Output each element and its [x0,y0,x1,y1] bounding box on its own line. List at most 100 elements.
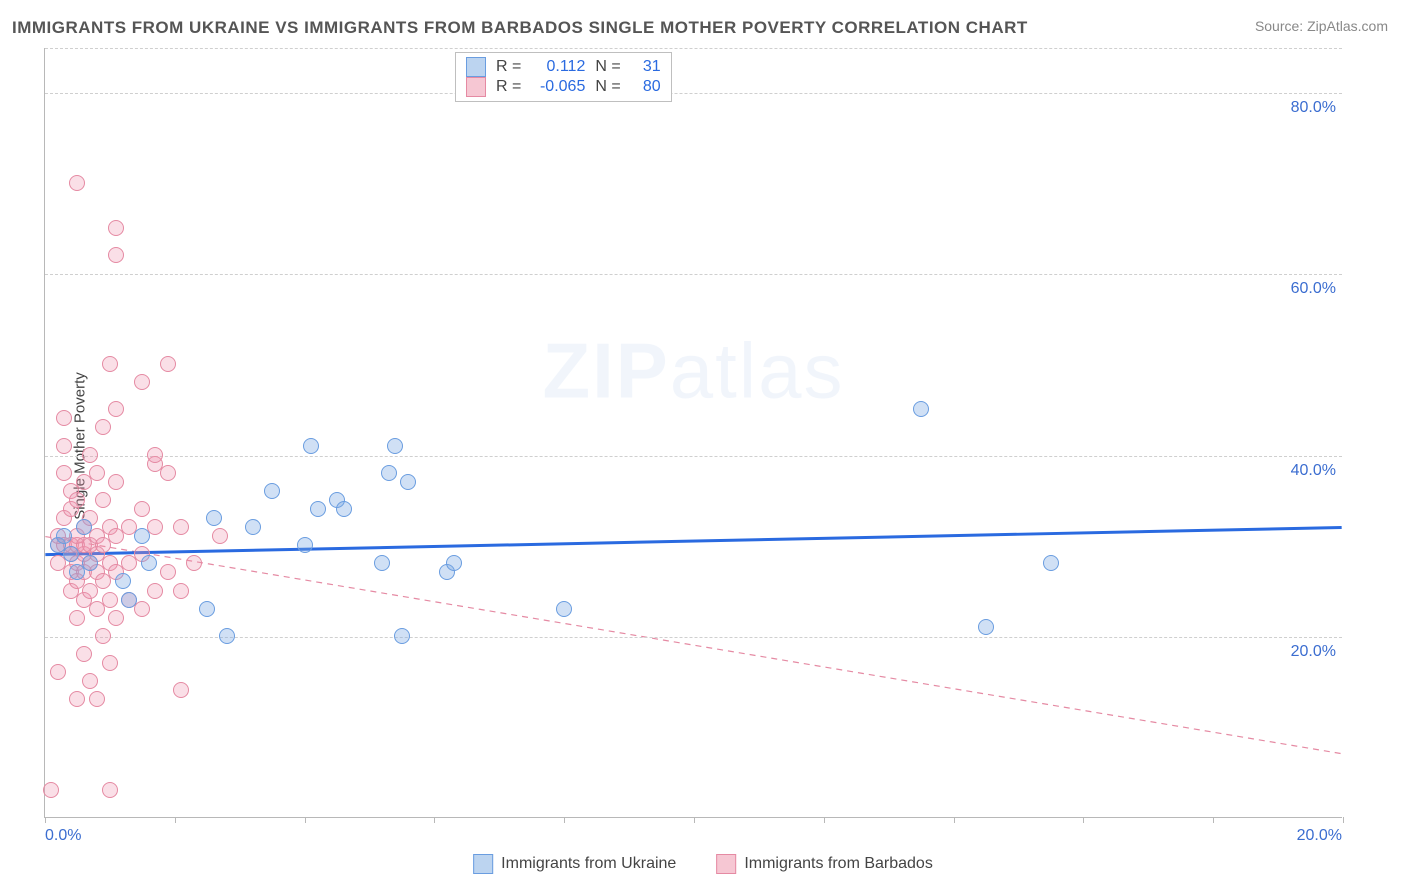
chart-root: IMMIGRANTS FROM UKRAINE VS IMMIGRANTS FR… [0,0,1406,892]
series-legend-label: Immigrants from Barbados [744,855,933,873]
scatter-point-barbados [95,492,111,508]
scatter-point-barbados [134,374,150,390]
series-legend-item: Immigrants from Ukraine [473,854,676,874]
scatter-point-barbados [82,673,98,689]
x-tick [1343,817,1344,823]
scatter-point-ukraine [374,555,390,571]
scatter-point-barbados [69,691,85,707]
legend-r-label: R = [496,78,521,96]
legend-swatch [716,854,736,874]
scatter-point-ukraine [303,438,319,454]
scatter-point-ukraine [310,501,326,517]
scatter-point-barbados [134,601,150,617]
series-legend: Immigrants from Ukraine Immigrants from B… [473,854,933,874]
gridline [45,637,1342,638]
scatter-point-barbados [82,447,98,463]
chart-title: IMMIGRANTS FROM UKRAINE VS IMMIGRANTS FR… [12,18,1028,38]
scatter-point-ukraine [245,519,261,535]
y-tick-label: 60.0% [1291,280,1336,298]
scatter-point-barbados [186,555,202,571]
scatter-point-barbados [95,628,111,644]
legend-n-value: 31 [631,58,661,76]
plot-area: ZIPatlas 20.0%40.0%60.0%80.0%0.0%20.0% [44,48,1342,818]
gridline [45,48,1342,49]
scatter-point-barbados [108,247,124,263]
series-legend-label: Immigrants from Ukraine [501,855,676,873]
scatter-point-barbados [69,610,85,626]
scatter-point-ukraine [394,628,410,644]
stats-legend-row: R = -0.065 N = 80 [466,77,661,97]
scatter-point-ukraine [336,501,352,517]
scatter-point-ukraine [297,537,313,553]
x-tick [175,817,176,823]
scatter-point-barbados [134,501,150,517]
x-tick [954,817,955,823]
gridline [45,93,1342,94]
scatter-point-ukraine [56,528,72,544]
scatter-point-ukraine [264,483,280,499]
scatter-point-barbados [95,419,111,435]
gridline [45,456,1342,457]
legend-r-value: -0.065 [531,78,585,96]
watermark-bold: ZIP [542,326,669,414]
scatter-point-barbados [108,220,124,236]
scatter-point-barbados [160,465,176,481]
series-legend-item: Immigrants from Barbados [716,854,933,874]
scatter-point-barbados [76,646,92,662]
stats-legend: R =0.112N =31R =-0.065N =80 [455,52,672,102]
scatter-point-barbados [43,782,59,798]
scatter-point-ukraine [219,628,235,644]
scatter-point-barbados [173,583,189,599]
scatter-point-ukraine [115,573,131,589]
stats-legend-row: R =0.112N =31 [466,57,661,77]
legend-swatch [466,77,486,97]
scatter-point-ukraine [82,555,98,571]
scatter-point-barbados [147,583,163,599]
x-tick-label: 20.0% [1297,827,1342,845]
scatter-point-barbados [56,438,72,454]
scatter-point-barbados [108,401,124,417]
scatter-point-ukraine [446,555,462,571]
scatter-point-ukraine [206,510,222,526]
scatter-point-barbados [102,592,118,608]
y-tick-label: 40.0% [1291,462,1336,480]
watermark-light: atlas [670,326,845,414]
scatter-point-barbados [147,447,163,463]
x-tick [564,817,565,823]
legend-n-value: 80 [631,78,661,96]
scatter-point-barbados [102,655,118,671]
x-tick [1213,817,1214,823]
y-tick-label: 80.0% [1291,99,1336,117]
legend-r-label: R = [496,58,521,76]
legend-n-label: N = [595,78,620,96]
scatter-point-ukraine [134,528,150,544]
scatter-point-ukraine [121,592,137,608]
trendline-ukraine [45,527,1341,554]
x-tick-label: 0.0% [45,827,81,845]
legend-n-label: N = [595,58,620,76]
scatter-point-barbados [212,528,228,544]
scatter-point-ukraine [913,401,929,417]
scatter-point-barbados [108,474,124,490]
scatter-point-ukraine [199,601,215,617]
scatter-point-barbados [108,610,124,626]
scatter-point-barbados [102,782,118,798]
scatter-point-barbados [160,564,176,580]
legend-swatch [473,854,493,874]
x-tick [824,817,825,823]
scatter-point-ukraine [141,555,157,571]
scatter-point-ukraine [63,546,79,562]
scatter-point-ukraine [400,474,416,490]
scatter-point-barbados [173,682,189,698]
scatter-point-ukraine [387,438,403,454]
scatter-point-ukraine [978,619,994,635]
legend-swatch [466,57,486,77]
trendline-barbados [45,537,1341,754]
scatter-point-ukraine [381,465,397,481]
watermark: ZIPatlas [542,325,844,416]
y-tick-label: 20.0% [1291,643,1336,661]
scatter-point-barbados [160,356,176,372]
x-tick [45,817,46,823]
x-tick [305,817,306,823]
trendline-overlay [45,48,1342,817]
